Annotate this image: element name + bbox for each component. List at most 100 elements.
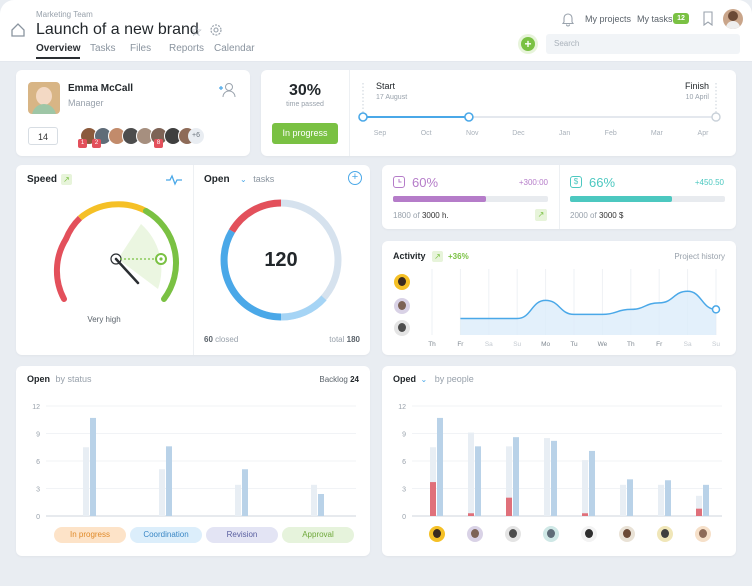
bar bbox=[627, 479, 633, 516]
status-pill-approval[interactable]: Approval bbox=[282, 527, 354, 543]
open-total: 120 bbox=[264, 249, 298, 271]
gauge-arc-yellow bbox=[78, 201, 148, 221]
bar bbox=[90, 417, 96, 516]
user-avatar[interactable] bbox=[723, 9, 743, 29]
money-budget-delta: +450.50 bbox=[694, 178, 724, 187]
member-badge: 8 bbox=[154, 139, 163, 148]
time-budget-delta: +300:00 bbox=[518, 178, 548, 187]
activity-day-label: Mo bbox=[541, 341, 550, 348]
my-projects-link[interactable]: My projects bbox=[585, 14, 632, 24]
team-name[interactable]: Marketing Team bbox=[36, 10, 93, 19]
project-history-link[interactable]: Project history bbox=[674, 252, 725, 261]
tasks-donut bbox=[220, 199, 342, 321]
activity-title: Activity bbox=[393, 251, 426, 261]
bookmark-icon[interactable] bbox=[702, 11, 714, 27]
people-avatar[interactable] bbox=[657, 526, 673, 542]
people-avatar[interactable] bbox=[619, 526, 635, 542]
people-avatar[interactable] bbox=[505, 526, 521, 542]
clock-icon bbox=[393, 176, 405, 188]
people-avatar[interactable] bbox=[543, 526, 559, 542]
y-tick-label: 0 bbox=[402, 514, 406, 521]
y-tick-label: 6 bbox=[402, 459, 406, 466]
open-dropdown-label: tasks bbox=[253, 174, 275, 184]
start-date: 17 August bbox=[376, 94, 408, 101]
donut-segment-red bbox=[228, 199, 282, 233]
closed-value: 60 bbox=[204, 335, 213, 344]
donut-segment-lightblue bbox=[280, 295, 327, 321]
people-title: Oped bbox=[393, 374, 417, 384]
total-value: 180 bbox=[346, 335, 360, 344]
tab-reports[interactable]: Reports bbox=[169, 43, 205, 54]
activity-avatar[interactable] bbox=[394, 320, 410, 336]
y-tick-label: 9 bbox=[402, 432, 406, 439]
profile-name: Emma McCall bbox=[68, 83, 134, 94]
activity-change: +36% bbox=[448, 252, 469, 261]
timeline-progress-handle bbox=[464, 112, 474, 122]
bell-icon[interactable] bbox=[560, 11, 576, 27]
status-button[interactable]: In progress bbox=[272, 123, 338, 144]
y-tick-label: 3 bbox=[402, 487, 406, 494]
timeline-track: Sep Oct Nov Dec Jan Feb Mar Apr bbox=[358, 83, 721, 137]
page-title: Launch of a new brand bbox=[36, 21, 199, 38]
tab-tasks[interactable]: Tasks bbox=[90, 43, 116, 54]
count-box: 14 bbox=[28, 127, 58, 145]
people-avatar[interactable] bbox=[695, 526, 711, 542]
bar bbox=[235, 484, 241, 516]
y-tick-label: 3 bbox=[36, 487, 40, 494]
gauge-needle bbox=[114, 257, 140, 285]
activity-day-label: Sa bbox=[485, 341, 493, 348]
time-passed-label: time passed bbox=[286, 101, 324, 108]
tab-calendar[interactable]: Calendar bbox=[214, 43, 255, 54]
bar bbox=[544, 438, 550, 516]
status-pill-revision[interactable]: Revision bbox=[206, 527, 278, 543]
timeline-start-handle bbox=[358, 112, 368, 122]
open-dropdown[interactable]: ⌄ tasks bbox=[240, 174, 274, 184]
people-avatar[interactable] bbox=[581, 526, 597, 542]
pulse-icon[interactable] bbox=[166, 173, 182, 186]
activity-avatar[interactable] bbox=[394, 274, 410, 290]
star-icon[interactable]: ☆ bbox=[190, 23, 203, 39]
total-label: total bbox=[329, 335, 345, 344]
money-budget-fill bbox=[570, 196, 673, 202]
header-bar: Marketing Team Launch of a new brand ☆ O… bbox=[0, 0, 752, 62]
activity-trend-icon: ↗ bbox=[432, 251, 443, 262]
bar bbox=[166, 446, 172, 516]
activity-avatar[interactable] bbox=[394, 298, 410, 314]
tab-overview[interactable]: Overview bbox=[36, 43, 81, 54]
members-more-badge[interactable]: +6 bbox=[188, 128, 204, 144]
gear-icon[interactable] bbox=[209, 23, 223, 37]
tab-overview-underline bbox=[36, 57, 80, 59]
add-member-icon[interactable] bbox=[218, 82, 236, 98]
my-tasks-link[interactable]: My tasks bbox=[637, 14, 673, 24]
activity-chart: Th Fr Sa Su Mo Tu We Th Fr Sa Su bbox=[428, 269, 720, 348]
home-icon[interactable] bbox=[10, 22, 26, 38]
bar bbox=[582, 460, 588, 516]
bar bbox=[242, 469, 248, 516]
y-tick-label: 9 bbox=[36, 432, 40, 439]
people-avatar[interactable] bbox=[467, 526, 483, 542]
add-task-icon[interactable]: + bbox=[348, 171, 362, 185]
card-divider bbox=[193, 165, 194, 355]
status-pill-in-progress[interactable]: In progress bbox=[54, 527, 126, 543]
activity-day-label: Th bbox=[428, 341, 436, 348]
backlog-stat[interactable]: Backlog 24 bbox=[286, 375, 359, 384]
budget-card: 60% +300:00 1800 of 3000 h. ↗ $ 66% +450… bbox=[382, 165, 736, 229]
timeline-month-label: Jan bbox=[559, 130, 570, 137]
search-input[interactable]: Search bbox=[546, 34, 740, 54]
status-pill-coordination[interactable]: Coordination bbox=[130, 527, 202, 543]
timeline-month-label: Feb bbox=[605, 130, 617, 137]
open-status-card: Open by status Backlog 24 0 3 6 9 12 In prog… bbox=[16, 366, 370, 556]
bar bbox=[658, 484, 664, 516]
people-chart-title[interactable]: Oped ⌄ by people bbox=[393, 374, 474, 384]
time-total: 3000 h. bbox=[421, 211, 449, 220]
bar bbox=[506, 497, 512, 516]
tab-files[interactable]: Files bbox=[130, 43, 152, 54]
budget-divider bbox=[559, 165, 560, 229]
bar bbox=[620, 484, 626, 516]
add-button[interactable]: + bbox=[518, 34, 538, 54]
people-avatar[interactable] bbox=[429, 526, 445, 542]
time-budget-track bbox=[393, 196, 548, 202]
avatar-head bbox=[547, 529, 555, 538]
backlog-label: Backlog bbox=[319, 375, 348, 384]
